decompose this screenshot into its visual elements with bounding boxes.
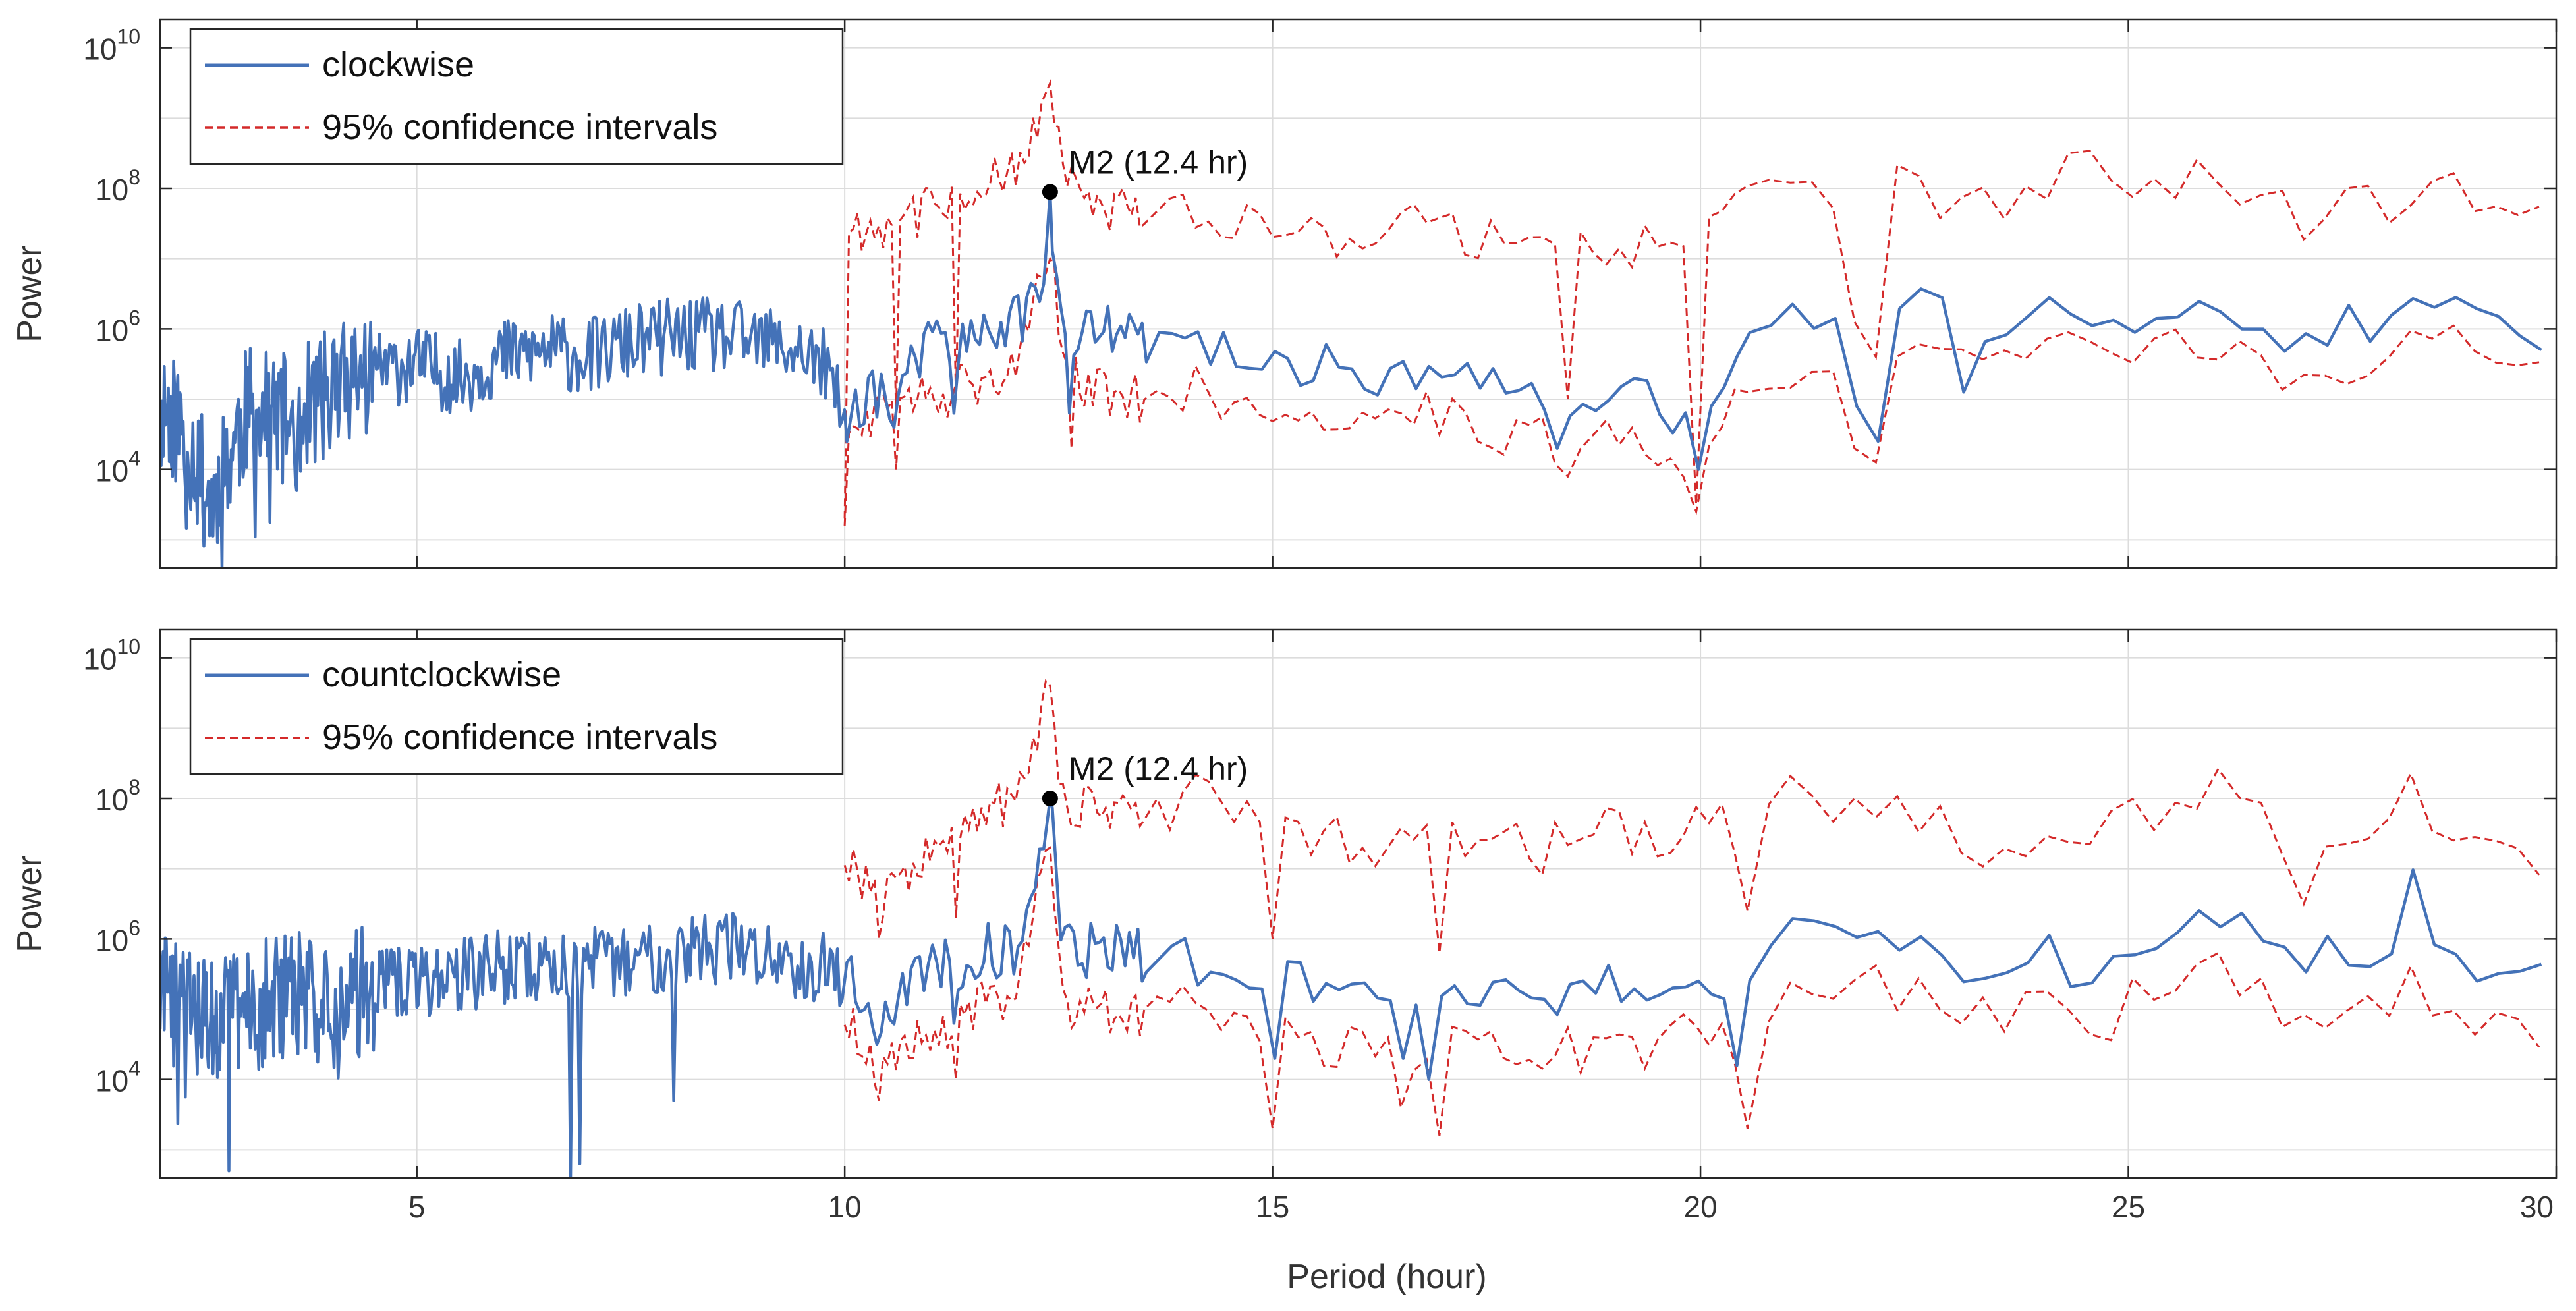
y-tick-label: 1010 <box>83 25 140 67</box>
x-tick-label: 10 <box>828 1190 862 1224</box>
y-tick-label: 106 <box>95 306 140 347</box>
legend-label-ci: 95% confidence intervals <box>322 717 717 757</box>
y-tick-label: 106 <box>95 916 140 957</box>
spectrum-line <box>160 796 2542 1178</box>
x-tick-label: 20 <box>1683 1190 1717 1224</box>
legend: clockwise 95% confidence intervals <box>189 28 844 165</box>
x-axis-label: Period (hour) <box>1287 1258 1486 1296</box>
ci-upper-line <box>843 679 2540 953</box>
m2-marker <box>1042 184 1058 200</box>
y-tick-label: 108 <box>95 775 140 817</box>
m2-annotation: M2 (12.4 hr) <box>1069 750 1248 787</box>
legend-box <box>189 28 844 165</box>
series-group <box>160 79 2542 568</box>
bottom-panel: M2 (12.4 hr) 5 10 15 20 25 30 104 106 108 1010 Powe… <box>11 628 2558 1224</box>
y-axis-label: Power <box>11 855 49 952</box>
y-axis-label: Power <box>11 245 49 342</box>
m2-marker <box>1042 791 1058 806</box>
legend-label-main: countclockwise <box>322 655 561 694</box>
legend-box <box>189 638 844 775</box>
y-tick-label: 104 <box>95 1057 140 1098</box>
ci-upper-line <box>843 79 2540 519</box>
y-tick-label: 108 <box>95 165 140 207</box>
m2-annotation: M2 (12.4 hr) <box>1069 144 1248 181</box>
ci-lower-line <box>843 846 2540 1136</box>
legend: countclockwise 95% confidence intervals <box>189 638 844 775</box>
x-tick-label: 25 <box>2112 1190 2145 1224</box>
axes-frame <box>159 18 2558 569</box>
spectrum-line <box>160 190 2542 568</box>
ci-lower-line <box>843 256 2540 526</box>
series-group <box>160 679 2542 1178</box>
top-panel: M2 (12.4 hr) 104 106 108 1010 Power clockwise 9… <box>11 18 2558 569</box>
y-tick-label: 1010 <box>83 635 140 677</box>
x-tick-label: 5 <box>408 1190 426 1224</box>
axes-frame <box>159 628 2558 1179</box>
y-tick-label: 104 <box>95 447 140 488</box>
x-tick-label: 15 <box>1256 1190 1289 1224</box>
legend-label-main: clockwise <box>322 45 474 84</box>
legend-label-ci: 95% confidence intervals <box>322 107 717 147</box>
x-tick-label: 30 <box>2520 1190 2554 1224</box>
